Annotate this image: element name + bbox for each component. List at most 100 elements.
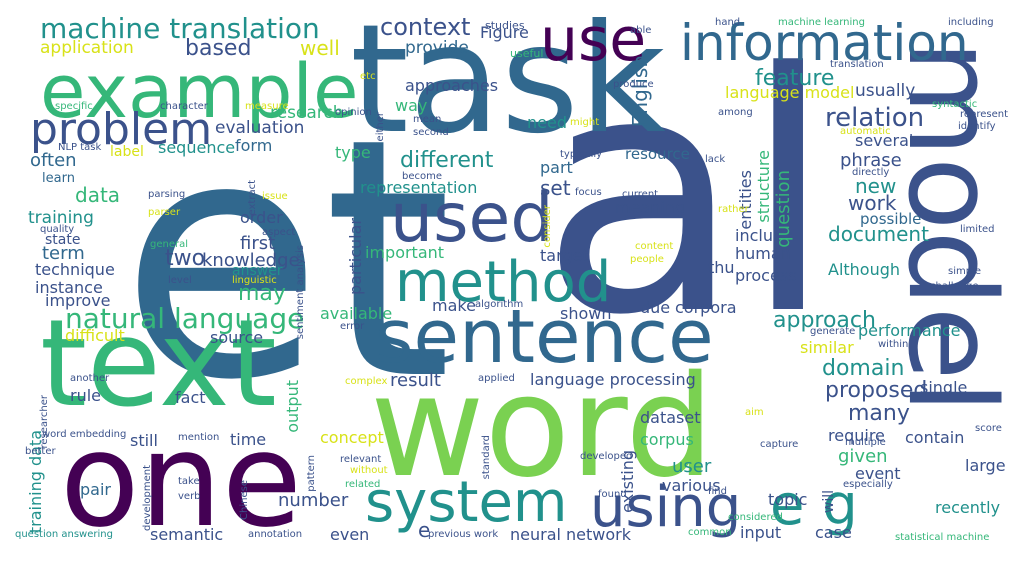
cloud-word: source bbox=[210, 328, 264, 347]
cloud-word: knowledge bbox=[202, 250, 300, 271]
cloud-word: including bbox=[948, 17, 994, 28]
cloud-word: lack bbox=[705, 154, 726, 165]
cloud-word: corpora bbox=[675, 298, 737, 317]
cloud-word: specific bbox=[55, 101, 93, 112]
cloud-word: able bbox=[630, 25, 652, 36]
cloud-word: researcher bbox=[39, 395, 50, 449]
cloud-word: e bbox=[418, 518, 431, 542]
cloud-word: sentence bbox=[375, 294, 714, 380]
cloud-word: order bbox=[240, 208, 283, 227]
cloud-word: without bbox=[350, 465, 388, 476]
cloud-word: often bbox=[30, 150, 77, 171]
cloud-word: using bbox=[590, 475, 742, 540]
cloud-word: domain bbox=[822, 356, 905, 381]
cloud-word: phrase bbox=[840, 150, 902, 171]
cloud-word: directly bbox=[852, 167, 890, 178]
cloud-word: developed bbox=[580, 451, 633, 462]
cloud-word: Figure bbox=[480, 23, 529, 42]
cloud-word: etc bbox=[360, 71, 376, 82]
cloud-word: case bbox=[815, 523, 852, 542]
cloud-word: event bbox=[855, 464, 901, 483]
cloud-word: within bbox=[878, 339, 909, 350]
cloud-word: application bbox=[40, 38, 134, 58]
cloud-word: two bbox=[165, 246, 206, 271]
cloud-word: score bbox=[975, 423, 1002, 434]
cloud-word: answer bbox=[232, 263, 283, 279]
cloud-word: context bbox=[380, 13, 471, 41]
cloud-word: may bbox=[238, 281, 286, 306]
cloud-word: especially bbox=[843, 479, 893, 490]
cloud-word: extract bbox=[247, 180, 258, 216]
cloud-word: available bbox=[320, 304, 393, 323]
cloud-word: part bbox=[540, 158, 573, 177]
cloud-word: text bbox=[40, 295, 277, 434]
cloud-word: form bbox=[235, 136, 273, 155]
cloud-word: mean bbox=[413, 114, 442, 125]
cloud-word: input bbox=[740, 523, 782, 542]
cloud-word: language processing bbox=[530, 370, 696, 389]
cloud-word: corpus bbox=[640, 430, 694, 449]
cloud-word: performance bbox=[858, 321, 961, 340]
cloud-word: representation bbox=[360, 178, 478, 197]
cloud-word: still bbox=[130, 431, 158, 450]
cloud-word: instance bbox=[35, 278, 103, 297]
cloud-word: quality bbox=[40, 224, 75, 235]
cloud-word: represent bbox=[960, 109, 1009, 120]
cloud-word: target bbox=[540, 246, 589, 265]
cloud-word: concept bbox=[320, 428, 384, 447]
cloud-word: even bbox=[330, 525, 370, 544]
cloud-word: rather bbox=[718, 204, 749, 215]
cloud-word: simple bbox=[948, 266, 982, 277]
cloud-word: way bbox=[395, 96, 428, 115]
cloud-word: question answering bbox=[15, 529, 113, 540]
cloud-word: based bbox=[185, 36, 252, 61]
cloud-word: problem bbox=[30, 104, 213, 155]
cloud-word: due bbox=[640, 298, 671, 317]
cloud-word: become bbox=[402, 171, 443, 182]
cloud-word: given bbox=[838, 446, 888, 467]
cloud-word: previous work bbox=[428, 529, 499, 540]
cloud-word: various bbox=[662, 476, 721, 495]
cloud-word: related bbox=[345, 479, 381, 490]
cloud-word: research bbox=[270, 103, 344, 123]
cloud-word: approaches bbox=[405, 76, 499, 95]
cloud-word: possible bbox=[860, 210, 922, 228]
cloud-word: useful bbox=[510, 47, 544, 60]
cloud-word: model bbox=[881, 40, 1020, 414]
cloud-word: set bbox=[540, 176, 571, 200]
cloud-word: will bbox=[821, 490, 837, 514]
cloud-word: system bbox=[365, 470, 568, 535]
cloud-word: improve bbox=[45, 291, 111, 310]
cloud-word: contain bbox=[905, 428, 965, 447]
cloud-word: complex bbox=[345, 376, 388, 387]
cloud-word: relevant bbox=[340, 454, 382, 465]
cloud-word: find bbox=[708, 486, 727, 497]
cloud-word: work bbox=[848, 191, 897, 215]
cloud-word: time bbox=[230, 430, 267, 449]
cloud-word: large bbox=[965, 456, 1006, 475]
cloud-word: challenge bbox=[930, 281, 979, 292]
cloud-word: pattern bbox=[306, 455, 317, 492]
cloud-word: aim bbox=[745, 407, 764, 418]
cloud-word: dataset bbox=[640, 408, 701, 427]
cloud-word: single bbox=[920, 378, 968, 397]
cloud-word: particular bbox=[346, 218, 365, 296]
cloud-word: common bbox=[688, 527, 732, 538]
cloud-word: user bbox=[672, 456, 712, 477]
cloud-word: natural language bbox=[65, 302, 305, 335]
cloud-word: e g bbox=[770, 473, 858, 538]
cloud-word: et bbox=[120, 68, 453, 452]
cloud-word: feature bbox=[755, 66, 835, 91]
cloud-word: current bbox=[622, 189, 659, 200]
cloud-word: include bbox=[735, 226, 793, 245]
cloud-word: training bbox=[28, 208, 94, 228]
cloud-word: label bbox=[110, 144, 144, 160]
cloud-word: statistical machine bbox=[895, 532, 990, 543]
cloud-word: meaning bbox=[615, 198, 686, 217]
cloud-word: output bbox=[283, 380, 302, 433]
cloud-word: parsing bbox=[148, 189, 186, 200]
cloud-word: verb bbox=[178, 491, 201, 502]
cloud-word: automatic bbox=[840, 126, 891, 137]
cloud-word: important bbox=[365, 243, 445, 262]
